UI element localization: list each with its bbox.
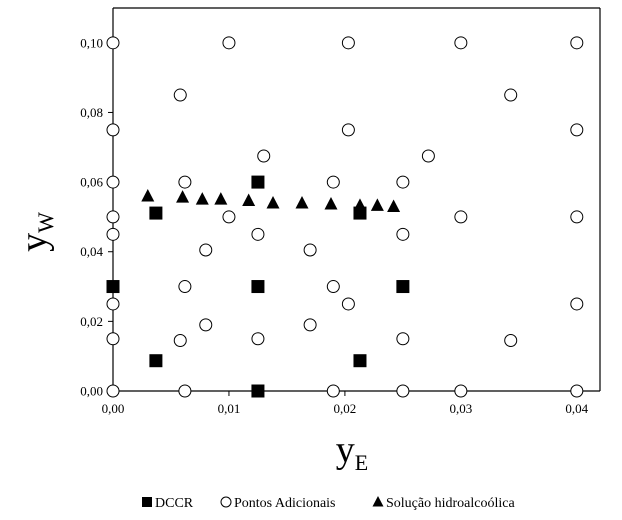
pontos-adicionais-point	[303, 318, 317, 332]
pontos-adicionais-point	[178, 280, 192, 294]
pontos-adicionais-point	[454, 384, 468, 398]
pontos-adicionais-point	[396, 332, 410, 346]
pontos-adicionais-point	[251, 332, 265, 346]
pontos-adicionais-point	[326, 280, 340, 294]
pontos-adicionais-point	[396, 175, 410, 189]
pontos-adicionais-point	[570, 210, 584, 224]
y-axis-title-main: y	[13, 233, 55, 252]
solucao-hidroalcoolica-point	[242, 193, 256, 207]
dccr-point	[149, 354, 163, 368]
pontos-adicionais-point	[570, 36, 584, 50]
legend-triangle-icon	[372, 496, 384, 507]
ticks: 0,00 0,02 0,04 0,06 0,08 0,10 0,00 0,01 0,02 0,03…	[80, 35, 588, 416]
pontos-adicionais-point	[570, 384, 584, 398]
dccr-point	[251, 280, 265, 294]
y-axis-title: yW	[13, 212, 58, 252]
legend-label: Pontos Adicionais	[234, 496, 336, 511]
legend-label: DCCR	[155, 496, 194, 511]
axes	[112, 7, 601, 392]
x-axis-title-main: y	[336, 429, 355, 471]
pontos-adicionais-point	[106, 36, 120, 50]
legend-circle-icon	[220, 496, 232, 508]
pontos-adicionais-point	[251, 227, 265, 241]
legend-label: Solução hidroalcoólica	[386, 496, 515, 511]
pontos-adicionais-point	[106, 123, 120, 137]
dccr-point	[251, 384, 265, 398]
solucao-hidroalcoolica-point	[324, 197, 338, 210]
solucao-hidroalcoolica-point	[176, 190, 190, 203]
legend-item: Solução hidroalcoólica	[372, 496, 515, 511]
pontos-adicionais-point	[222, 210, 236, 224]
pontos-adicionais-point	[106, 297, 120, 311]
pontos-adicionais-point	[570, 297, 584, 311]
solucao-hidroalcoolica-point	[214, 192, 228, 205]
solucao-hidroalcoolica-point	[141, 189, 155, 202]
x-tick-label: 0,01	[218, 401, 241, 416]
x-tick-label: 0,02	[334, 401, 357, 416]
y-tick-label: 0,06	[80, 175, 103, 190]
dccr-point	[149, 206, 163, 220]
dccr-point	[251, 175, 265, 189]
pontos-adicionais-point	[173, 88, 187, 102]
pontos-adicionais-point	[178, 384, 192, 398]
dccr-point	[353, 206, 367, 220]
pontos-adicionais-point	[454, 210, 468, 224]
dccr-point	[353, 354, 367, 368]
pontos-adicionais-point	[454, 36, 468, 50]
x-axis-title-sub: E	[355, 450, 368, 475]
legend-item: DCCR	[142, 496, 194, 511]
pontos-adicionais-point	[199, 243, 213, 257]
dccr-point	[396, 280, 410, 294]
legend-square-icon	[142, 497, 152, 507]
pontos-adicionais-point	[326, 384, 340, 398]
x-axis-title: yE	[336, 429, 368, 475]
pontos-adicionais-point	[199, 318, 213, 332]
y-axis-title-sub: W	[33, 212, 58, 233]
pontos-adicionais-point	[222, 36, 236, 50]
pontos-adicionais-point	[106, 227, 120, 241]
pontos-adicionais-point	[106, 332, 120, 346]
pontos-adicionais-point	[173, 334, 187, 348]
pontos-adicionais-point	[504, 334, 518, 348]
pontos-adicionais-point	[341, 123, 355, 137]
y-tick-label: 0,04	[80, 244, 103, 259]
pontos-adicionais-point	[396, 384, 410, 398]
y-tick-label: 0,00	[80, 384, 103, 399]
chart-marks	[106, 36, 584, 398]
pontos-adicionais-point	[257, 149, 271, 163]
pontos-adicionais-point	[570, 123, 584, 137]
pontos-adicionais-point	[326, 175, 340, 189]
solucao-hidroalcoolica-point	[266, 195, 280, 209]
pontos-adicionais-point	[504, 88, 518, 102]
solucao-hidroalcoolica-point	[387, 199, 401, 212]
x-tick-label: 0,00	[102, 401, 125, 416]
pontos-adicionais-point	[421, 149, 435, 163]
pontos-adicionais-point	[178, 175, 192, 189]
y-tick-label: 0,02	[80, 314, 103, 329]
y-tick-label: 0,08	[80, 105, 103, 120]
pontos-adicionais-point	[106, 175, 120, 189]
dccr-point	[106, 280, 120, 294]
y-tick-label: 0,10	[80, 35, 103, 50]
solucao-hidroalcoolica-point	[370, 198, 384, 211]
solucao-hidroalcoolica-point	[295, 195, 309, 209]
legend: DCCR Pontos Adicionais Solução hidroalcoól…	[142, 496, 515, 511]
pontos-adicionais-point	[106, 210, 120, 224]
x-tick-label: 0,03	[449, 401, 472, 416]
pontos-adicionais-point	[341, 297, 355, 311]
pontos-adicionais-point	[341, 36, 355, 50]
x-tick-label: 0,04	[565, 401, 588, 416]
solucao-hidroalcoolica-point	[195, 192, 209, 205]
pontos-adicionais-point	[106, 384, 120, 398]
legend-item: Pontos Adicionais	[220, 496, 336, 511]
pontos-adicionais-point	[396, 227, 410, 241]
pontos-adicionais-point	[303, 243, 317, 257]
